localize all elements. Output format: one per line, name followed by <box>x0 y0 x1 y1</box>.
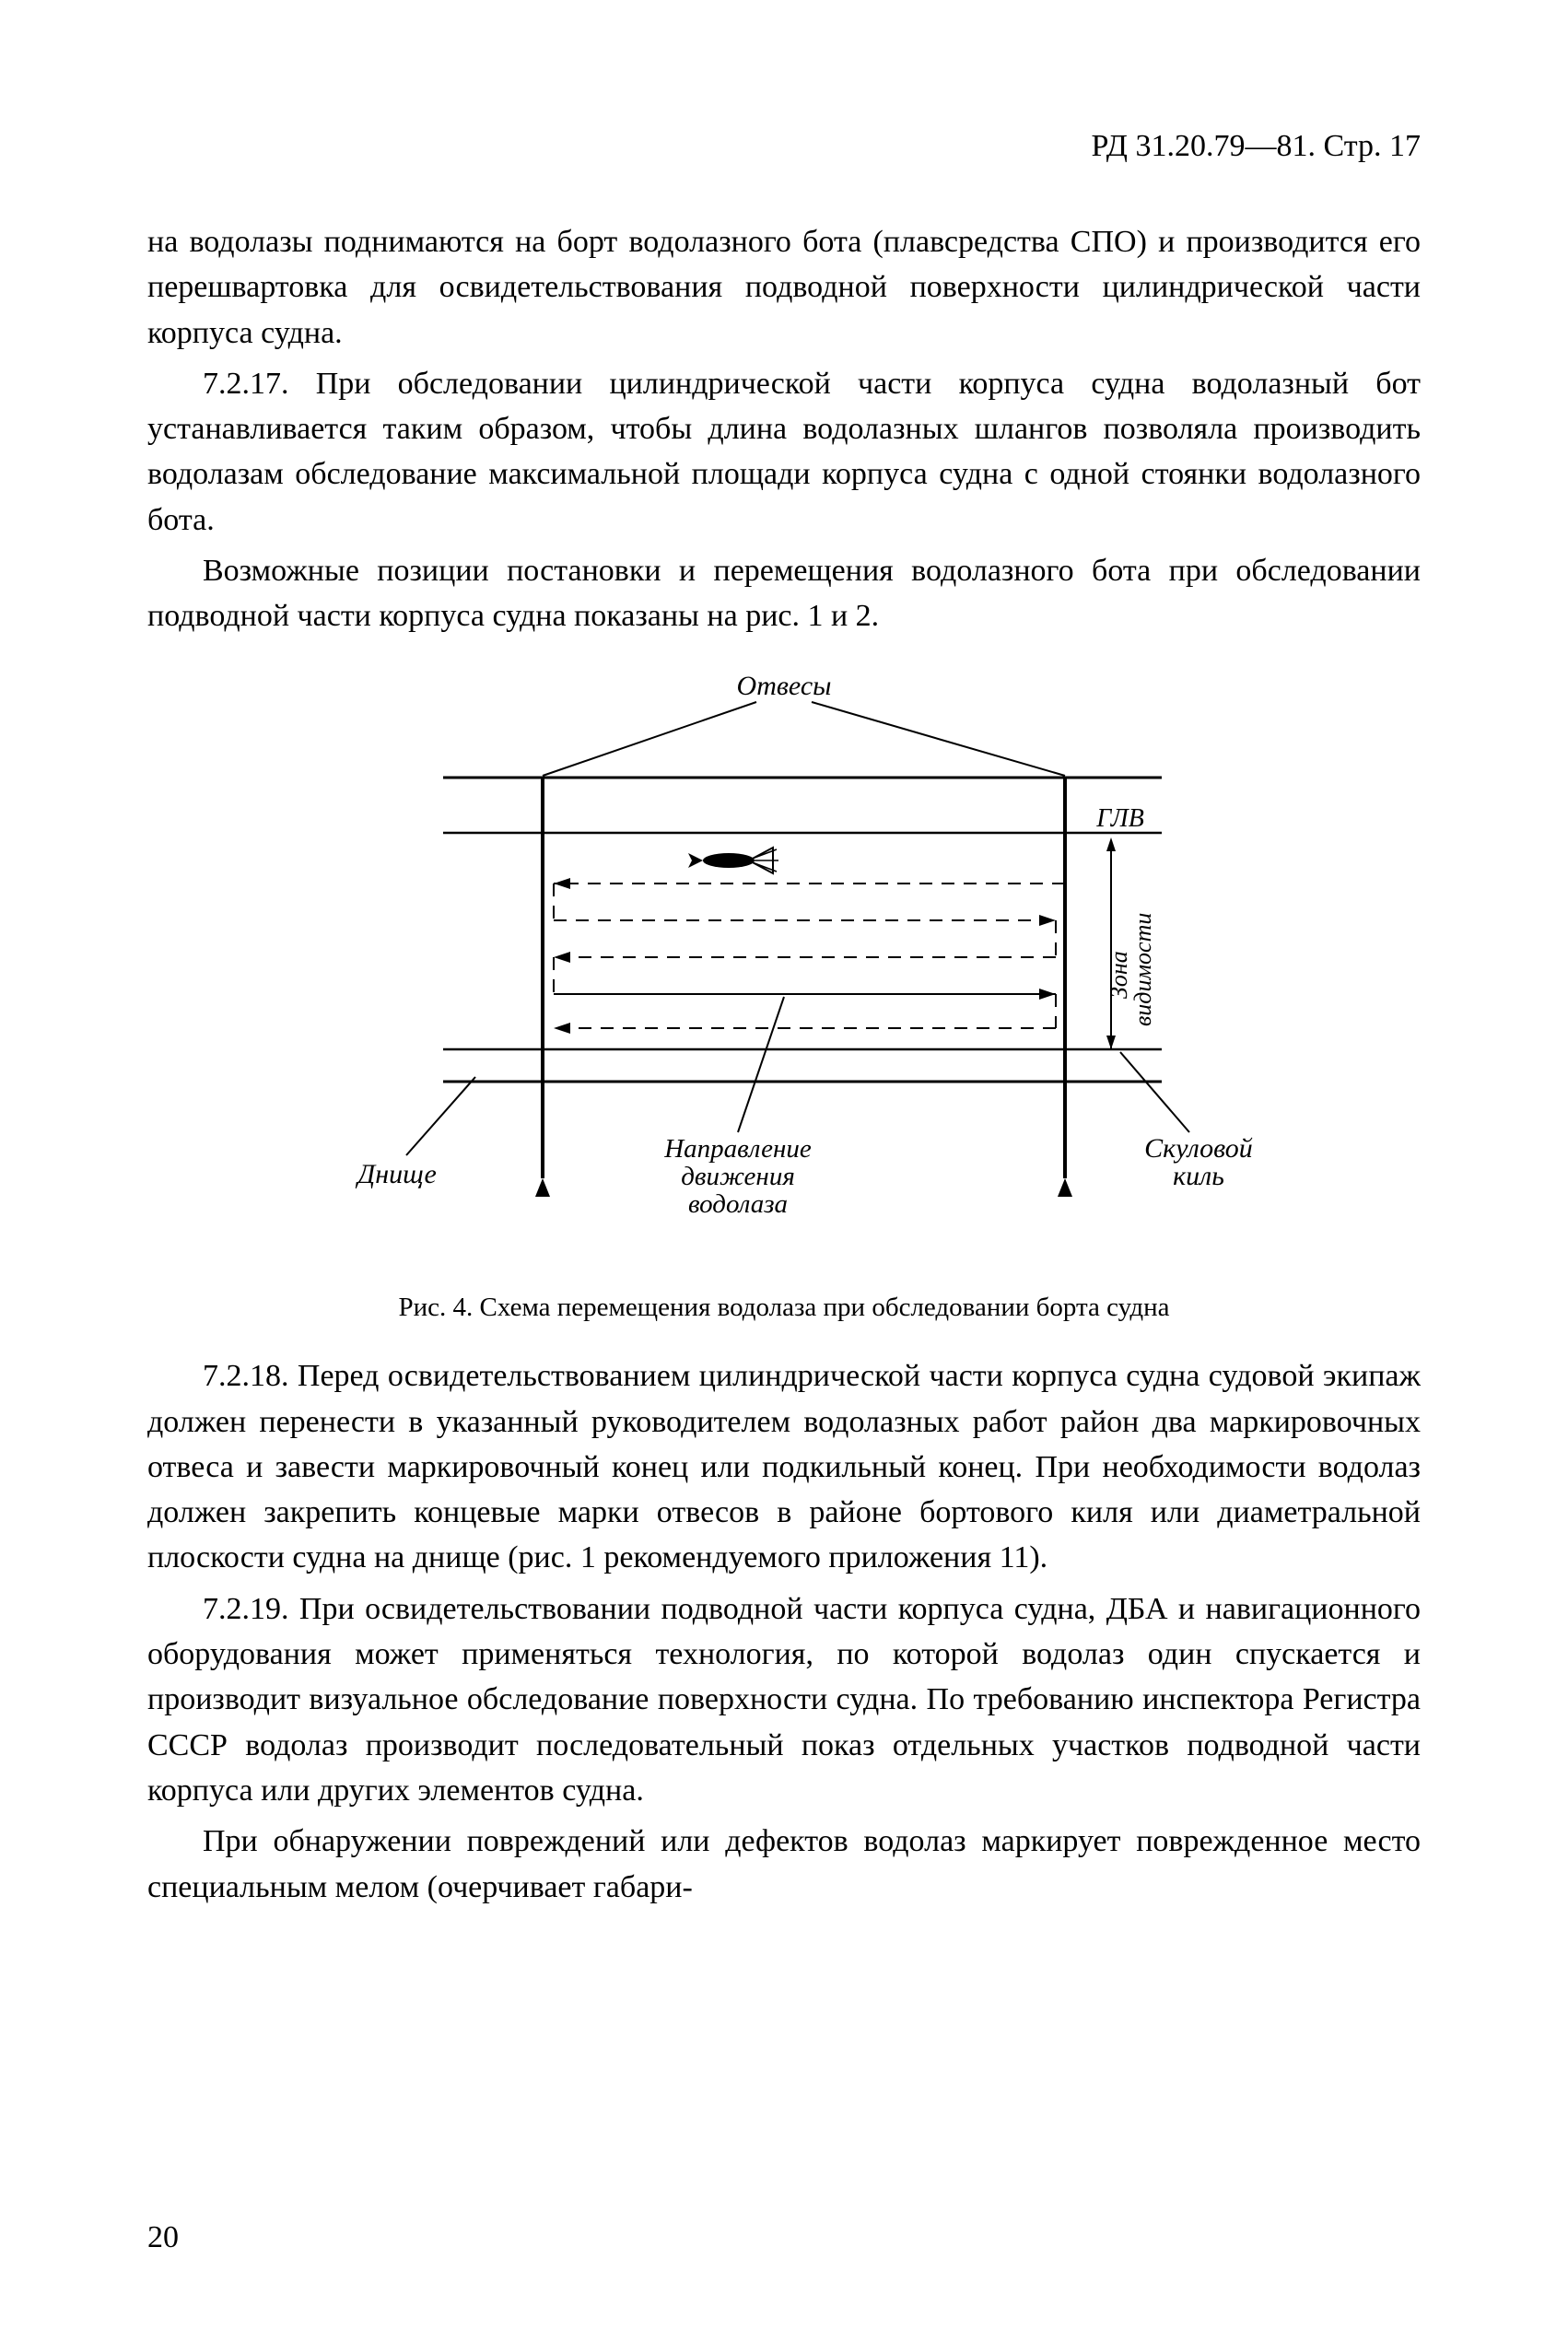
label-skulovoy: Скуловой <box>1144 1133 1253 1164</box>
figure-caption: Рис. 4. Схема перемещения водолаза при о… <box>147 1289 1421 1327</box>
label-zona: Зона <box>1106 951 1132 999</box>
page-number: 20 <box>147 2220 179 2255</box>
figure-svg: Отвесы ГЛВ Зона видимости <box>277 667 1291 1266</box>
label-vodolaza: водолаза <box>688 1189 788 1219</box>
label-kil: киль <box>1173 1161 1224 1191</box>
paragraph-3: Возможные позиции постановки и перемещен… <box>147 548 1421 639</box>
paragraph-6: При обнаружении повреждений или дефектов… <box>147 1819 1421 1910</box>
figure-4: Отвесы ГЛВ Зона видимости <box>147 667 1421 1327</box>
diver-icon <box>688 848 778 873</box>
label-glv: ГЛВ <box>1095 804 1144 833</box>
label-otvesy: Отвесы <box>737 671 832 701</box>
page-header: РД 31.20.79—81. Стр. 17 <box>147 129 1421 164</box>
paragraph-2: 7.2.17. При обследовании цилиндрической … <box>147 361 1421 543</box>
label-dnishe: Днище <box>355 1159 437 1189</box>
label-vidimosti: видимости <box>1129 912 1156 1025</box>
paragraph-4: 7.2.18. Перед освидетельствованием цилин… <box>147 1353 1421 1580</box>
paragraph-1: на водолазы поднимаются на борт водолазн… <box>147 219 1421 356</box>
label-napravlenie: Направление <box>663 1134 812 1164</box>
paragraph-5: 7.2.19. При освидетельствовании подводно… <box>147 1586 1421 1813</box>
label-dvizheniya: движения <box>681 1162 795 1191</box>
